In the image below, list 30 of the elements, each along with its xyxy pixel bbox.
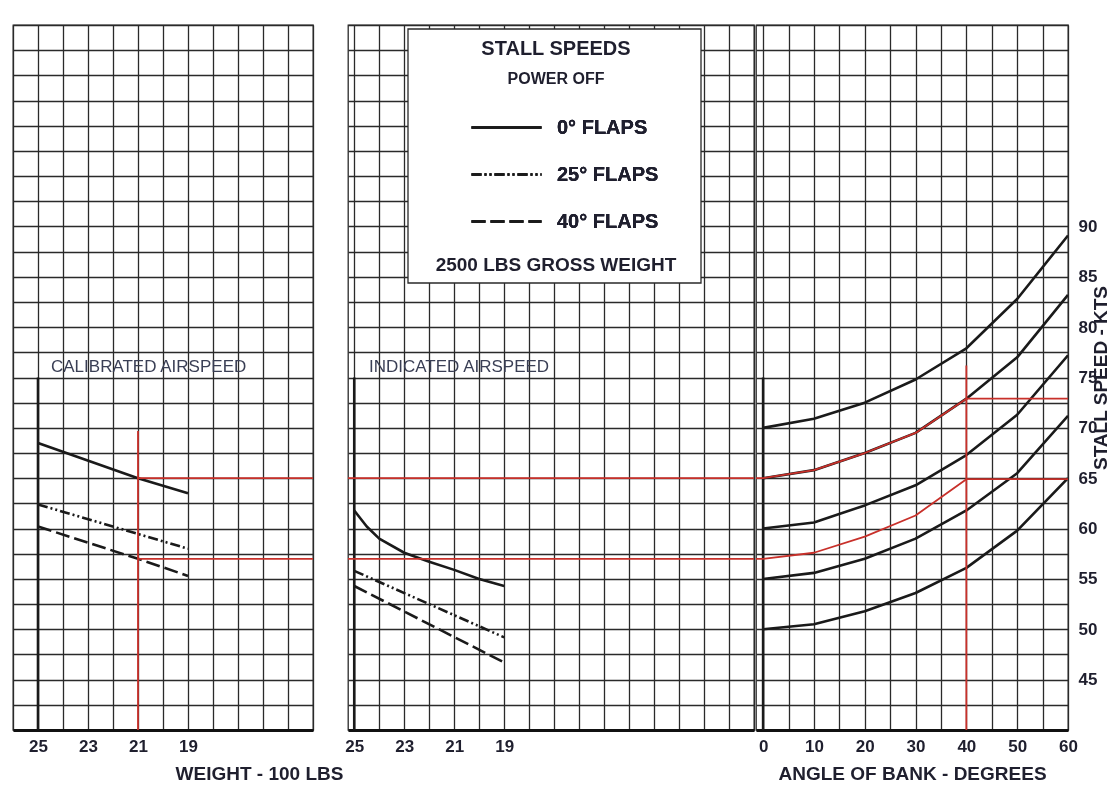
legend-label: 25° FLAPS bbox=[557, 162, 659, 185]
x-tick-label: 25 bbox=[29, 736, 48, 756]
annotation: STALL SPEEDS bbox=[481, 37, 631, 59]
x-tick-label: 50 bbox=[1008, 736, 1028, 756]
x-tick-label: 21 bbox=[129, 736, 148, 756]
x-tick-label: 19 bbox=[495, 736, 515, 756]
y-tick-label: 50 bbox=[1078, 619, 1098, 639]
x-tick-label: 60 bbox=[1059, 736, 1078, 756]
y-tick-label: 45 bbox=[1078, 670, 1098, 690]
x-tick-label: 23 bbox=[79, 736, 98, 756]
annotation: POWER OFF bbox=[507, 70, 605, 87]
y-tick-label: 90 bbox=[1078, 216, 1098, 236]
x-axis-title: ANGLE OF BANK - DEGREES bbox=[778, 762, 1047, 784]
y-tick-label: 85 bbox=[1078, 267, 1098, 287]
x-tick-label: 19 bbox=[179, 736, 198, 756]
y-tick-label: 60 bbox=[1078, 519, 1098, 539]
x-tick-label: 20 bbox=[855, 736, 875, 756]
y-tick-label: 65 bbox=[1078, 468, 1098, 488]
legend-label: 40° FLAPS bbox=[557, 209, 659, 232]
x-tick-label: 23 bbox=[395, 736, 415, 756]
x-tick-label: 30 bbox=[906, 736, 926, 756]
x-tick-label: 10 bbox=[804, 736, 824, 756]
x-axis-title: WEIGHT - 100 LBS bbox=[175, 762, 344, 784]
legend-label: 0° FLAPS bbox=[557, 115, 648, 138]
annotation: 2500 LBS GROSS WEIGHT bbox=[435, 254, 677, 275]
x-tick-label: 0 bbox=[758, 736, 769, 756]
x-tick-label: 25 bbox=[345, 736, 365, 756]
x-tick-label: 40 bbox=[957, 736, 977, 756]
y-tick-label: 55 bbox=[1078, 569, 1098, 589]
x-tick-label: 21 bbox=[445, 736, 465, 756]
